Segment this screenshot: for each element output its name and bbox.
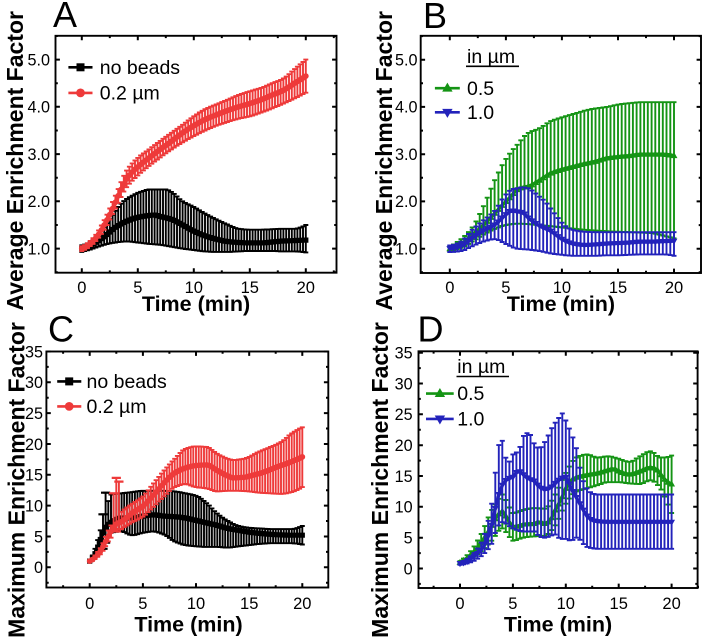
svg-text:Average Enrichment Factor: Average Enrichment Factor xyxy=(371,11,397,311)
svg-text:0: 0 xyxy=(85,595,94,613)
svg-text:0: 0 xyxy=(404,560,413,578)
svg-text:25: 25 xyxy=(25,405,43,423)
svg-text:B: B xyxy=(423,0,447,36)
svg-text:20: 20 xyxy=(293,595,311,613)
svg-text:15: 15 xyxy=(240,595,258,613)
svg-text:2.0: 2.0 xyxy=(27,193,50,211)
svg-text:5: 5 xyxy=(501,279,510,297)
svg-text:5: 5 xyxy=(133,279,142,297)
svg-text:25: 25 xyxy=(395,406,413,424)
svg-text:3.0: 3.0 xyxy=(395,146,418,164)
svg-text:15: 15 xyxy=(609,279,627,297)
svg-text:0: 0 xyxy=(77,279,86,297)
svg-text:Time (min): Time (min) xyxy=(507,292,615,316)
svg-text:1.0: 1.0 xyxy=(457,409,484,431)
svg-text:4.0: 4.0 xyxy=(395,99,418,117)
svg-text:15: 15 xyxy=(25,467,43,485)
svg-text:0: 0 xyxy=(445,279,454,297)
svg-text:20: 20 xyxy=(665,279,683,297)
svg-text:10: 10 xyxy=(25,497,43,515)
svg-text:2.0: 2.0 xyxy=(395,193,418,211)
svg-text:15: 15 xyxy=(241,279,259,297)
svg-text:15: 15 xyxy=(610,595,628,613)
svg-text:20: 20 xyxy=(297,279,315,297)
svg-text:5: 5 xyxy=(34,528,43,546)
svg-text:0: 0 xyxy=(34,559,43,577)
svg-text:10: 10 xyxy=(553,279,571,297)
svg-text:0.5: 0.5 xyxy=(457,383,484,405)
svg-text:0: 0 xyxy=(455,595,464,613)
svg-text:Maximum Enrichment Factor: Maximum Enrichment Factor xyxy=(367,322,393,638)
svg-text:4.0: 4.0 xyxy=(27,99,50,117)
svg-text:10: 10 xyxy=(185,279,203,297)
svg-text:20: 20 xyxy=(25,436,43,454)
svg-text:5: 5 xyxy=(508,595,517,613)
svg-text:20: 20 xyxy=(395,437,413,455)
svg-text:10: 10 xyxy=(395,499,413,517)
svg-text:10: 10 xyxy=(187,595,205,613)
svg-text:Average Enrichment Factor: Average Enrichment Factor xyxy=(2,11,28,311)
svg-text:5: 5 xyxy=(138,595,147,613)
svg-text:D: D xyxy=(418,309,444,350)
svg-text:30: 30 xyxy=(395,375,413,393)
svg-text:Time (min): Time (min) xyxy=(142,292,250,316)
svg-text:1.0: 1.0 xyxy=(467,102,494,124)
svg-text:0.2 µm: 0.2 µm xyxy=(100,83,160,105)
svg-text:1.0: 1.0 xyxy=(395,241,418,259)
svg-text:Maximum Enrichment Factor: Maximum Enrichment Factor xyxy=(4,322,30,638)
svg-text:A: A xyxy=(53,0,77,35)
svg-text:0.5: 0.5 xyxy=(467,78,494,100)
svg-text:Time (min): Time (min) xyxy=(504,613,612,637)
svg-text:35: 35 xyxy=(395,345,413,363)
svg-text:3.0: 3.0 xyxy=(27,146,50,164)
svg-text:35: 35 xyxy=(25,343,43,361)
svg-text:Time (min): Time (min) xyxy=(134,613,242,637)
svg-text:0.2 µm: 0.2 µm xyxy=(87,396,147,418)
svg-text:in µm: in µm xyxy=(457,356,505,378)
svg-text:5: 5 xyxy=(404,530,413,548)
svg-text:in µm: in µm xyxy=(467,46,515,68)
svg-text:5.0: 5.0 xyxy=(27,51,50,69)
svg-text:no beads: no beads xyxy=(100,57,180,79)
svg-text:no beads: no beads xyxy=(87,371,167,393)
svg-text:20: 20 xyxy=(662,595,680,613)
svg-text:10: 10 xyxy=(557,595,575,613)
svg-text:5.0: 5.0 xyxy=(395,52,418,70)
svg-text:30: 30 xyxy=(25,374,43,392)
svg-text:15: 15 xyxy=(395,468,413,486)
svg-text:C: C xyxy=(48,309,74,350)
svg-text:1.0: 1.0 xyxy=(27,240,50,258)
